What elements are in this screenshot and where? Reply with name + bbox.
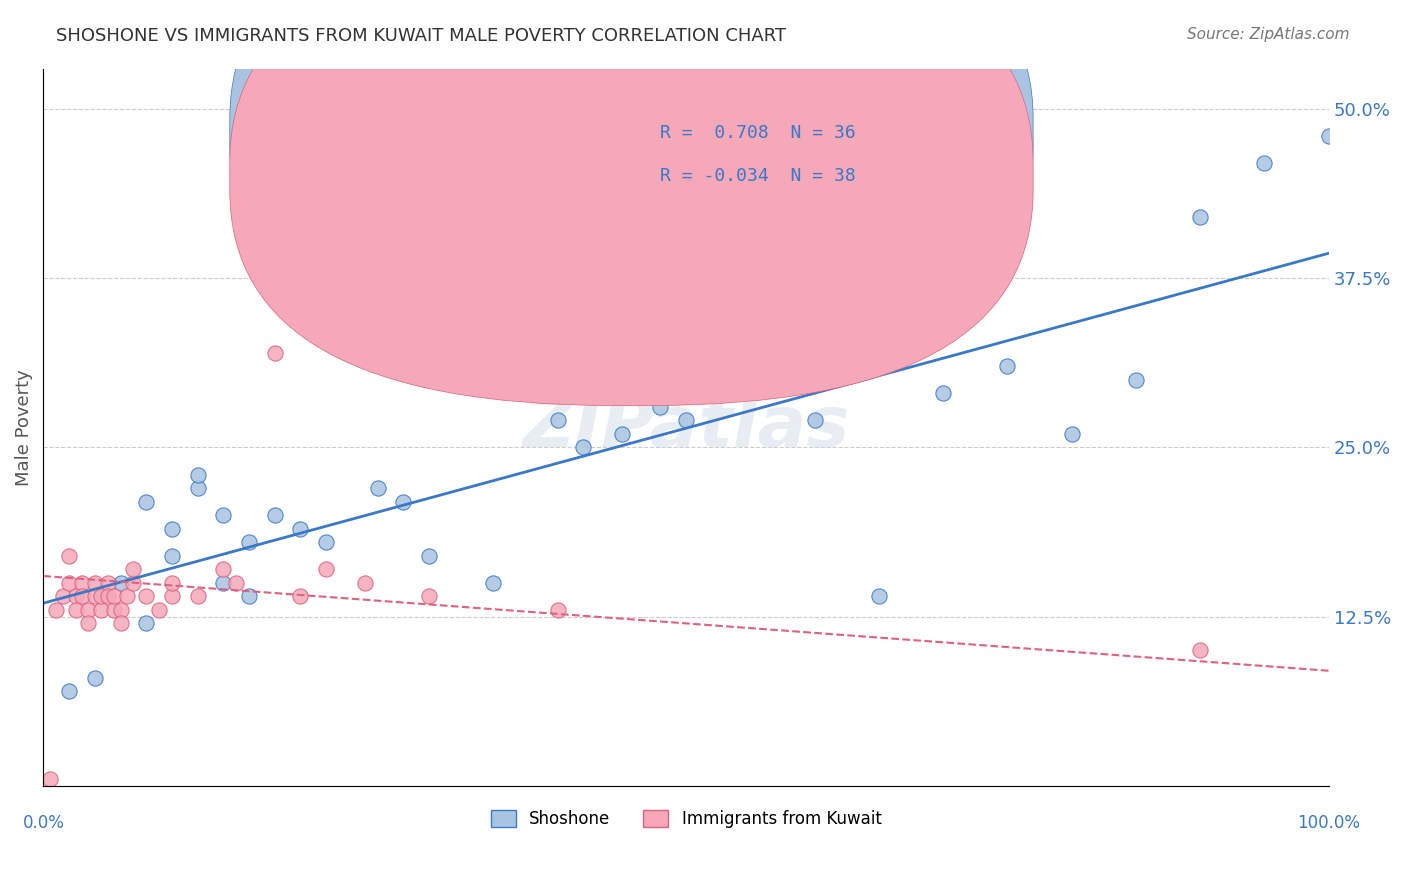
FancyBboxPatch shape bbox=[583, 104, 931, 212]
Point bbox=[1060, 426, 1083, 441]
FancyBboxPatch shape bbox=[229, 0, 1033, 406]
Point bbox=[90, 603, 112, 617]
Point bbox=[187, 467, 209, 482]
Legend: Shoshone, Immigrants from Kuwait: Shoshone, Immigrants from Kuwait bbox=[484, 804, 889, 835]
Y-axis label: Male Poverty: Male Poverty bbox=[15, 368, 32, 485]
Point bbox=[45, 603, 67, 617]
Point bbox=[868, 590, 890, 604]
Point bbox=[160, 590, 183, 604]
Point bbox=[77, 616, 100, 631]
Point bbox=[418, 549, 440, 563]
Point bbox=[1125, 373, 1147, 387]
Point bbox=[263, 508, 285, 522]
Point bbox=[572, 441, 595, 455]
Point bbox=[187, 590, 209, 604]
Point bbox=[83, 590, 105, 604]
Point bbox=[1189, 211, 1212, 225]
Point bbox=[122, 575, 145, 590]
Point bbox=[110, 603, 132, 617]
Point bbox=[212, 575, 235, 590]
Point bbox=[225, 575, 247, 590]
Point bbox=[160, 522, 183, 536]
Point bbox=[238, 590, 260, 604]
Point bbox=[135, 590, 157, 604]
Point bbox=[83, 671, 105, 685]
Point bbox=[482, 575, 505, 590]
Point bbox=[340, 345, 363, 359]
Point bbox=[97, 590, 120, 604]
Point bbox=[675, 413, 697, 427]
Point bbox=[932, 386, 955, 401]
FancyBboxPatch shape bbox=[229, 0, 1033, 363]
Point bbox=[70, 575, 93, 590]
Point bbox=[740, 373, 762, 387]
Point bbox=[58, 684, 80, 698]
Point bbox=[547, 413, 569, 427]
Point bbox=[83, 575, 105, 590]
Point bbox=[90, 590, 112, 604]
Point bbox=[103, 603, 125, 617]
Text: R =  0.708  N = 36: R = 0.708 N = 36 bbox=[661, 124, 856, 142]
Point bbox=[392, 494, 415, 508]
Point bbox=[367, 481, 389, 495]
Point bbox=[52, 590, 75, 604]
Text: 100.0%: 100.0% bbox=[1298, 814, 1360, 832]
Point bbox=[65, 603, 87, 617]
Point bbox=[315, 535, 337, 549]
Point bbox=[1317, 129, 1340, 144]
Text: ZIPatlas: ZIPatlas bbox=[523, 392, 849, 462]
Point bbox=[58, 575, 80, 590]
Text: Source: ZipAtlas.com: Source: ZipAtlas.com bbox=[1187, 27, 1350, 42]
Point bbox=[290, 590, 312, 604]
Point bbox=[97, 575, 120, 590]
Point bbox=[135, 616, 157, 631]
Point bbox=[70, 590, 93, 604]
Point bbox=[110, 575, 132, 590]
Point bbox=[290, 522, 312, 536]
Point bbox=[238, 535, 260, 549]
Point bbox=[997, 359, 1019, 374]
Point bbox=[122, 562, 145, 576]
Point bbox=[610, 426, 633, 441]
Point bbox=[115, 590, 138, 604]
Point bbox=[353, 575, 375, 590]
Point bbox=[103, 590, 125, 604]
Point bbox=[263, 345, 285, 359]
Point bbox=[650, 400, 672, 414]
Point bbox=[160, 575, 183, 590]
Point bbox=[110, 616, 132, 631]
Point bbox=[148, 603, 170, 617]
Point bbox=[58, 549, 80, 563]
Point bbox=[160, 549, 183, 563]
Point bbox=[212, 562, 235, 576]
Point bbox=[418, 590, 440, 604]
Point bbox=[77, 603, 100, 617]
Point bbox=[547, 603, 569, 617]
Point bbox=[187, 481, 209, 495]
Point bbox=[38, 772, 60, 786]
Point bbox=[315, 562, 337, 576]
Text: R = -0.034  N = 38: R = -0.034 N = 38 bbox=[661, 167, 856, 186]
Point bbox=[135, 494, 157, 508]
Point bbox=[1253, 156, 1275, 170]
Point bbox=[1189, 643, 1212, 657]
Point bbox=[65, 590, 87, 604]
Point bbox=[803, 413, 825, 427]
Point bbox=[212, 508, 235, 522]
Text: 0.0%: 0.0% bbox=[22, 814, 65, 832]
Text: SHOSHONE VS IMMIGRANTS FROM KUWAIT MALE POVERTY CORRELATION CHART: SHOSHONE VS IMMIGRANTS FROM KUWAIT MALE … bbox=[56, 27, 786, 45]
